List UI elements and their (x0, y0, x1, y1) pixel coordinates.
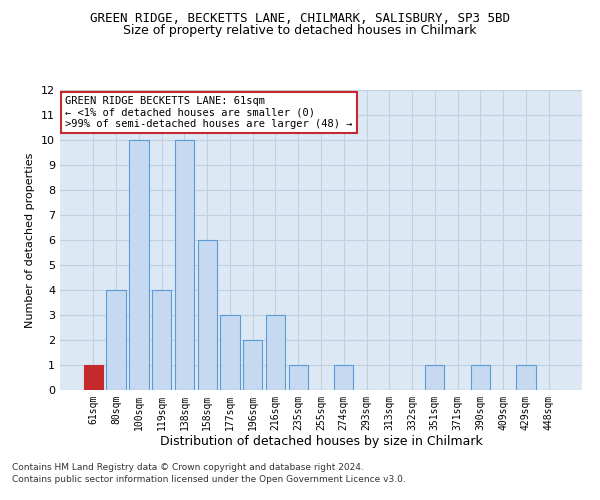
Text: Distribution of detached houses by size in Chilmark: Distribution of detached houses by size … (160, 435, 482, 448)
Bar (197, 240, 217, 390)
Bar (289, 365, 308, 390)
Text: Contains HM Land Registry data © Crown copyright and database right 2024.: Contains HM Land Registry data © Crown c… (12, 464, 364, 472)
Text: GREEN RIDGE BECKETTS LANE: 61sqm
← <1% of detached houses are smaller (0)
>99% o: GREEN RIDGE BECKETTS LANE: 61sqm ← <1% o… (65, 96, 353, 129)
Bar (220, 315, 239, 390)
Bar (470, 365, 490, 390)
Bar (129, 140, 149, 390)
Bar (334, 365, 353, 390)
Bar (266, 315, 285, 390)
Bar (175, 140, 194, 390)
Bar (425, 365, 445, 390)
Bar (243, 340, 262, 390)
Text: GREEN RIDGE, BECKETTS LANE, CHILMARK, SALISBURY, SP3 5BD: GREEN RIDGE, BECKETTS LANE, CHILMARK, SA… (90, 12, 510, 26)
Bar (516, 365, 536, 390)
Bar (84, 365, 103, 390)
Y-axis label: Number of detached properties: Number of detached properties (25, 152, 35, 328)
Bar (106, 290, 126, 390)
Bar (152, 290, 172, 390)
Text: Size of property relative to detached houses in Chilmark: Size of property relative to detached ho… (123, 24, 477, 37)
Text: Contains public sector information licensed under the Open Government Licence v3: Contains public sector information licen… (12, 475, 406, 484)
